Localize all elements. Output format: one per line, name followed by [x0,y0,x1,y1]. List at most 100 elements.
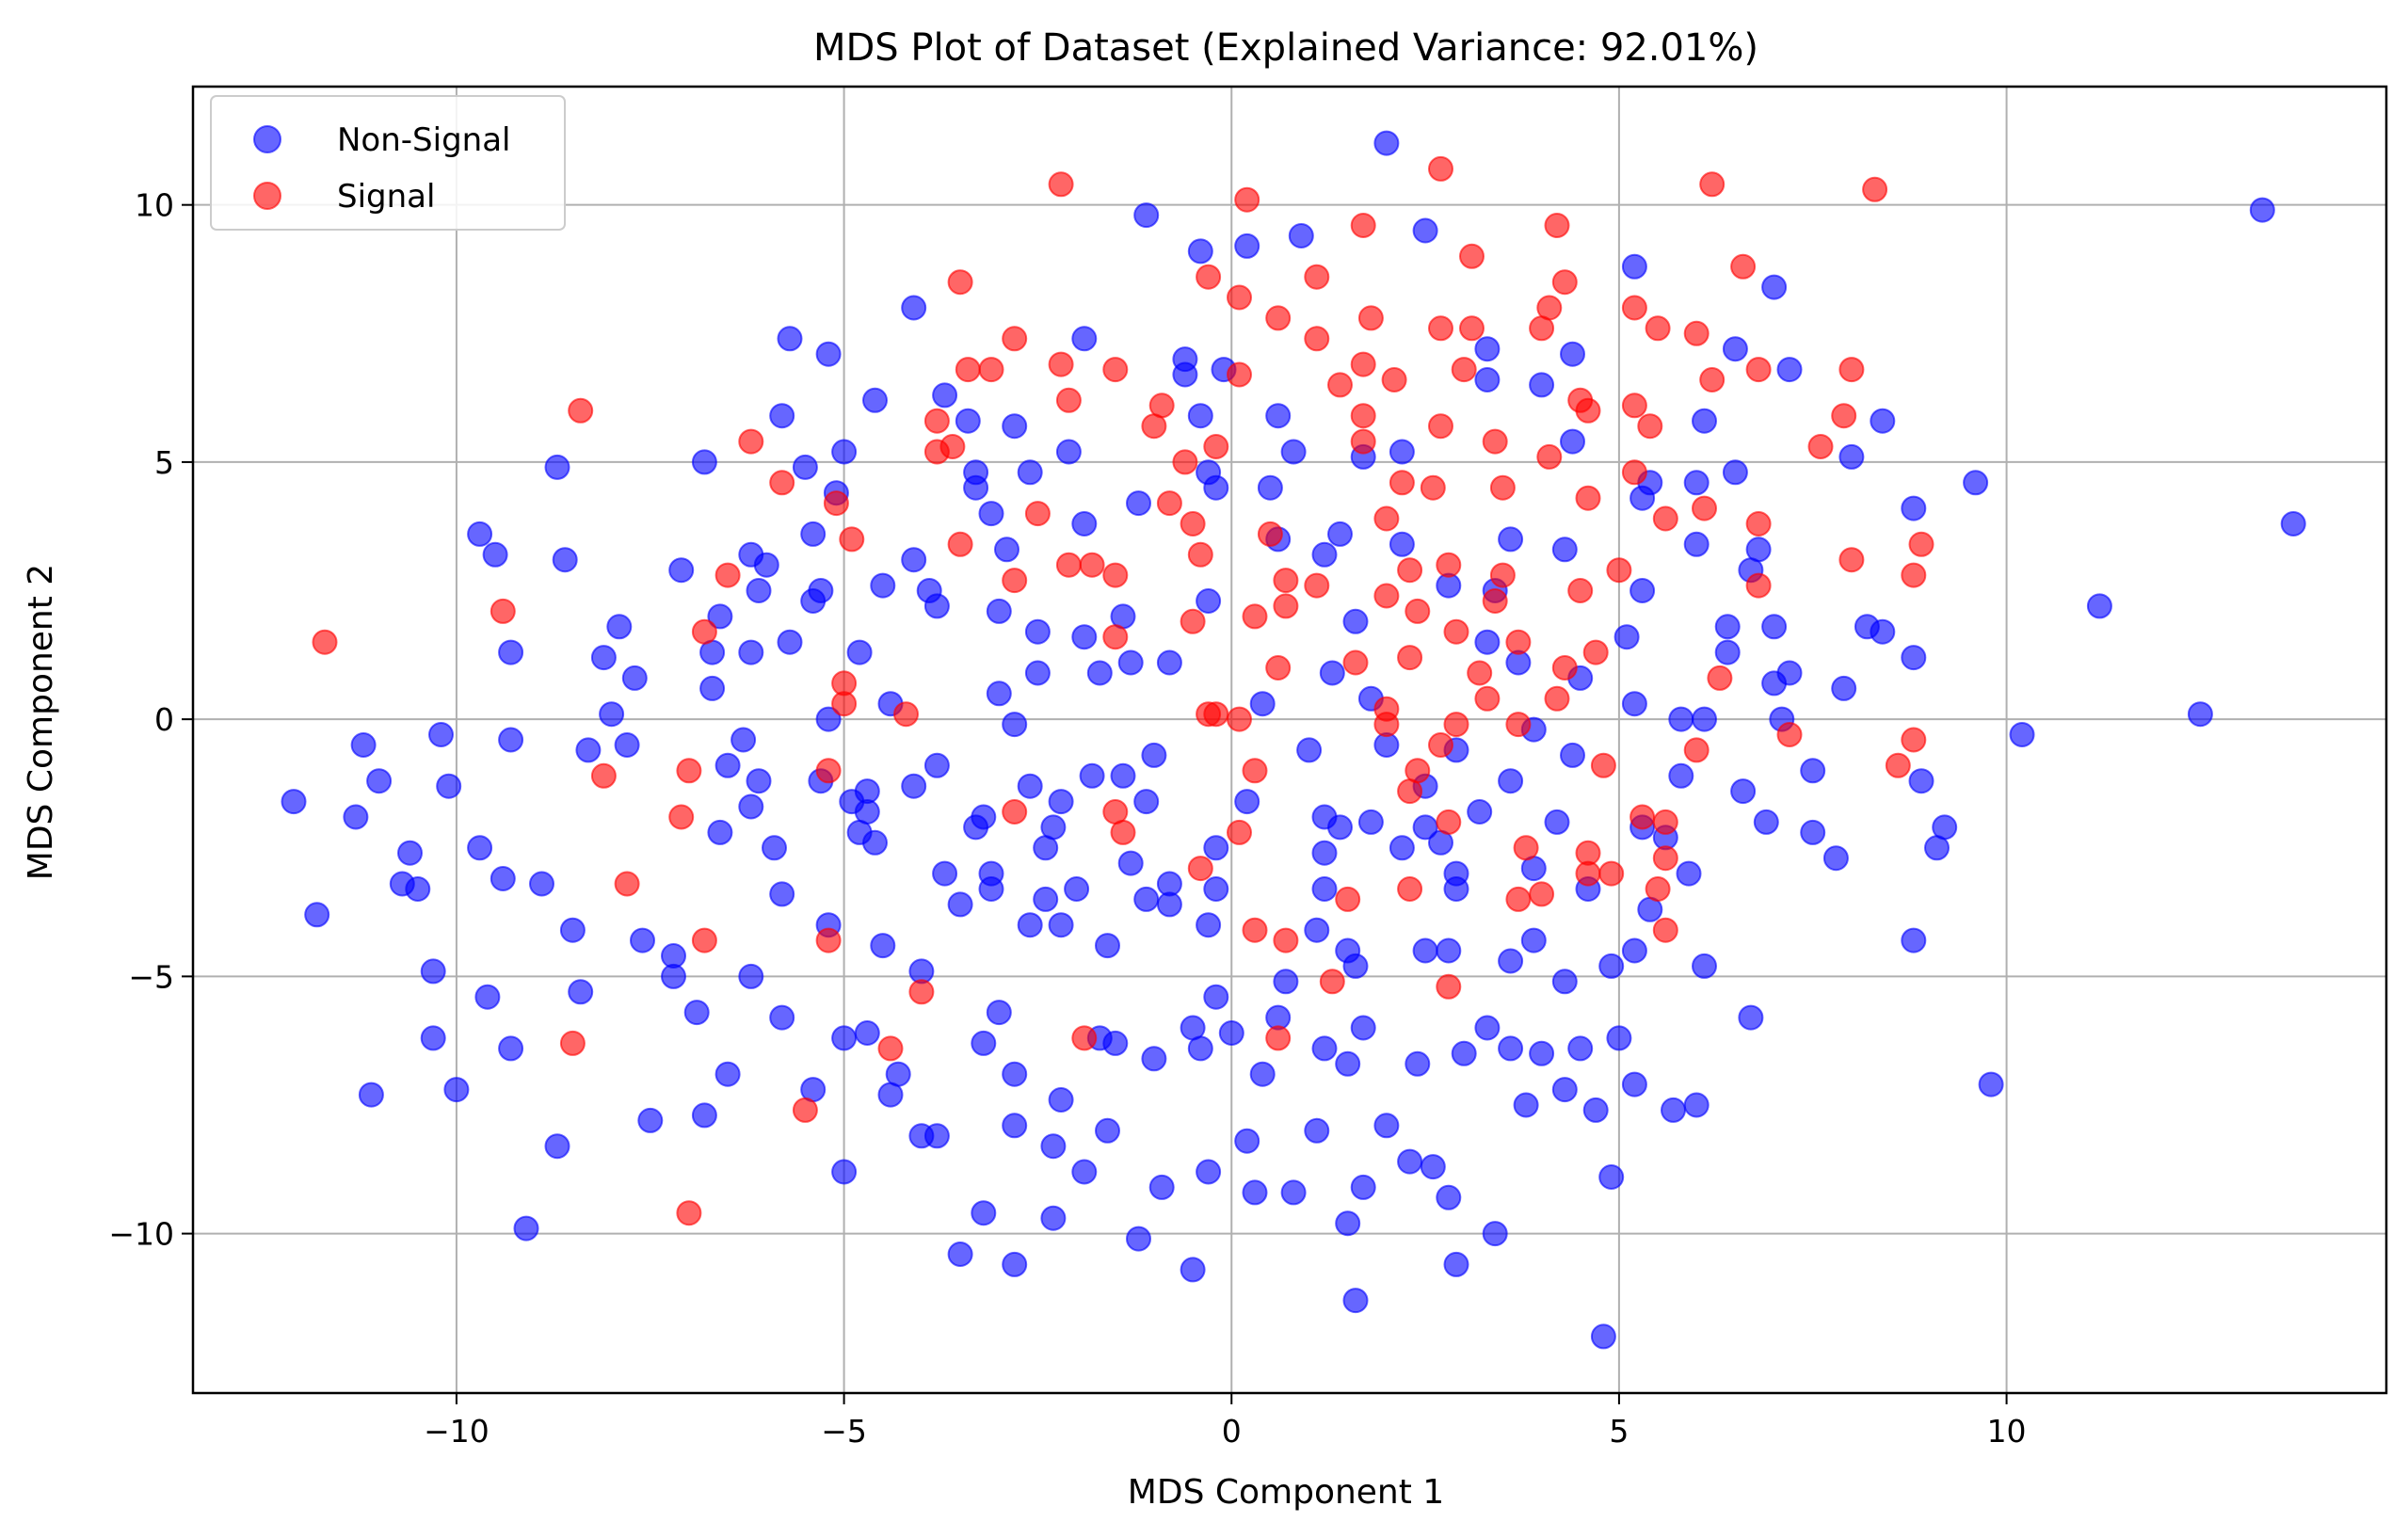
data-point [1707,665,1733,691]
data-point [1598,953,1625,979]
data-point [1156,891,1182,918]
data-point [1474,336,1501,362]
data-point [1722,459,1748,486]
data-point [1474,685,1501,712]
data-point [1560,341,1585,367]
data-point [1637,413,1663,440]
data-point [1459,315,1485,342]
data-point [498,727,524,753]
data-point [839,526,865,553]
data-point [1002,326,1028,352]
data-point [932,382,958,409]
data-point [1598,860,1625,887]
data-point [1451,357,1477,383]
axis-ticks: −10 −5 0 5 10 −10 −5 0 5 10 [108,187,2026,1450]
data-point [1055,439,1082,465]
data-point [1079,552,1105,578]
data-point [1544,809,1570,835]
data-point [1831,675,1857,701]
data-point [1273,568,1299,594]
data-point [923,752,950,778]
data-point [1373,583,1400,609]
data-point [1745,357,1772,383]
data-point [1110,819,1136,845]
data-point [1141,1046,1167,1072]
data-point [1234,1128,1260,1154]
data-point [1002,568,1028,594]
data-point [1761,614,1788,640]
data-point [800,521,827,547]
data-point [1234,232,1260,259]
data-point [1373,696,1400,722]
data-point [1350,213,1376,238]
data-point [2009,722,2035,747]
data-point [1133,886,1160,912]
data-point [1412,217,1438,244]
data-point [474,984,501,1010]
data-point [1397,645,1423,671]
data-point [1692,706,1717,732]
data-point [1621,691,1647,717]
data-point [1389,835,1415,861]
data-point [1776,660,1803,686]
data-point [1335,1050,1361,1077]
data-point [971,1030,997,1056]
data-point [792,1097,818,1123]
y-tick-label: 10 [135,187,174,224]
data-point [559,917,586,943]
data-point [792,454,818,480]
data-point [1668,762,1694,789]
legend: Non-Signal Signal [210,95,566,231]
data-point [994,537,1019,563]
data-point [1397,557,1423,584]
data-point [1467,660,1493,686]
data-point [1156,649,1182,676]
data-point [699,675,726,701]
data-point [707,819,733,845]
data-point [1582,639,1609,665]
data-point [815,706,842,732]
x-tick-label: 0 [1222,1413,1242,1450]
data-point [1870,408,1896,434]
data-point [1978,1071,2004,1097]
data-point [1544,685,1570,712]
data-point [1249,1061,1276,1087]
data-point [831,1025,858,1051]
data-point [1095,933,1120,959]
data-point [1800,758,1826,784]
data-point [1002,712,1028,738]
data-point [590,645,617,671]
data-point [1838,443,1865,470]
data-point [1838,547,1865,573]
data-point [1908,531,1934,557]
data-point [1311,541,1338,568]
data-point [1002,799,1028,825]
data-point [1156,490,1182,517]
data-point [2086,593,2112,619]
data-point [1776,722,1803,747]
legend-marker-signal [253,182,281,210]
data-point [1002,413,1028,440]
data-point [1079,762,1105,789]
data-point [1357,809,1384,835]
data-point [1443,618,1469,645]
data-point [544,1133,570,1160]
data-point [777,629,803,655]
data-point [1870,618,1896,645]
data-point [1288,223,1314,248]
data-point [1761,274,1788,300]
data-point [568,397,594,424]
data-point [1536,443,1563,470]
x-tick-label: 5 [1609,1413,1629,1450]
data-point [1048,351,1074,377]
data-point [1621,295,1647,321]
data-point [1196,264,1222,290]
data-point [1040,1205,1067,1231]
data-point [2187,701,2213,728]
data-point [676,758,702,784]
data-point [1203,474,1229,501]
data-point [661,963,686,989]
data-point [877,1035,904,1062]
data-point [1575,397,1601,424]
